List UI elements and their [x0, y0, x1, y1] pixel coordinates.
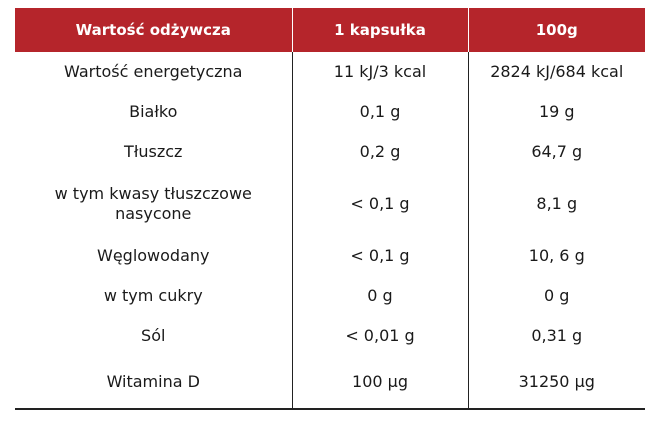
row-label: Węglowodany — [15, 236, 293, 276]
table-row: Sól < 0,01 g 0,31 g — [15, 316, 645, 356]
table-row: w tym kwasy tłuszczowe nasycone < 0,1 g … — [15, 172, 645, 236]
table-row: Witamina D 100 µg 31250 µg — [15, 356, 645, 410]
table-header-row: Wartość odżywcza 1 kapsułka 100g — [15, 8, 645, 52]
header-per-capsule: 1 kapsułka — [291, 8, 469, 52]
table-row: Wartość energetyczna 11 kJ/3 kcal 2824 k… — [15, 52, 645, 92]
nutrition-table-container: Wartość odżywcza 1 kapsułka 100g Wartość… — [15, 8, 645, 428]
row-value-100g: 31250 µg — [467, 356, 645, 410]
header-per-100g: 100g — [467, 8, 645, 52]
row-value-100g: 10, 6 g — [467, 236, 645, 276]
row-value-capsule: 0,1 g — [291, 92, 469, 132]
row-value-capsule: 0 g — [291, 276, 469, 316]
row-label: w tym cukry — [15, 276, 293, 316]
row-value-capsule: < 0,01 g — [291, 316, 469, 356]
row-value-100g: 2824 kJ/684 kcal — [467, 52, 645, 92]
row-label: w tym kwasy tłuszczowe nasycone — [15, 172, 293, 236]
header-nutritional-value: Wartość odżywcza — [15, 8, 293, 52]
row-label: Sól — [15, 316, 293, 356]
row-value-100g: 19 g — [467, 92, 645, 132]
row-value-capsule: 0,2 g — [291, 132, 469, 172]
table-row: Węglowodany < 0,1 g 10, 6 g — [15, 236, 645, 276]
row-value-capsule: 11 kJ/3 kcal — [291, 52, 469, 92]
row-label: Witamina D — [15, 356, 293, 410]
row-label: Białko — [15, 92, 293, 132]
table-row: Tłuszcz 0,2 g 64,7 g — [15, 132, 645, 172]
row-value-capsule: 100 µg — [291, 356, 469, 410]
row-value-capsule: < 0,1 g — [291, 172, 469, 236]
row-value-capsule: < 0,1 g — [291, 236, 469, 276]
row-label: Tłuszcz — [15, 132, 293, 172]
row-value-100g: 8,1 g — [467, 172, 645, 236]
row-value-100g: 0,31 g — [467, 316, 645, 356]
row-value-100g: 64,7 g — [467, 132, 645, 172]
row-label: Wartość energetyczna — [15, 52, 293, 92]
table-row: Białko 0,1 g 19 g — [15, 92, 645, 132]
table-row: w tym cukry 0 g 0 g — [15, 276, 645, 316]
nutrition-table: Wartość odżywcza 1 kapsułka 100g Wartość… — [15, 8, 645, 410]
row-value-100g: 0 g — [467, 276, 645, 316]
